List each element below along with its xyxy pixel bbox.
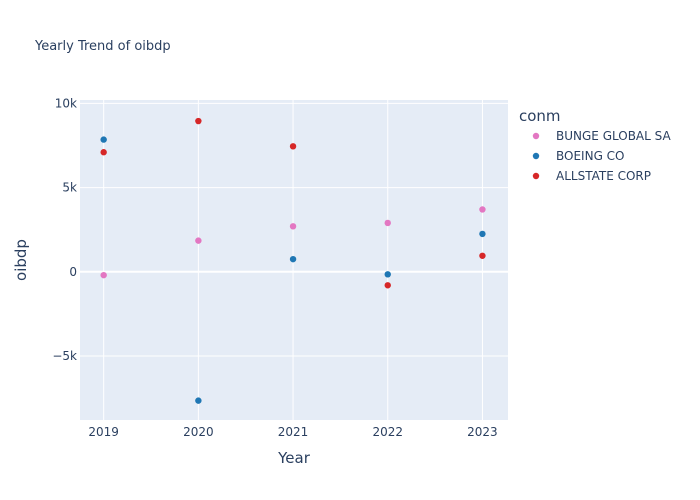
chart-title: Yearly Trend of oibdp xyxy=(34,39,171,54)
y-axis-ticks: 10k 5k 0 −5k xyxy=(52,96,77,363)
legend-marker xyxy=(532,152,540,160)
legend-marker xyxy=(532,132,540,140)
data-point xyxy=(195,237,202,244)
data-point xyxy=(195,117,202,125)
data-point xyxy=(195,397,202,404)
data-point xyxy=(479,252,486,259)
data-point xyxy=(384,282,391,289)
y-tick-label: 0 xyxy=(69,265,77,279)
data-point xyxy=(289,143,297,150)
x-tick-label: 2023 xyxy=(467,425,498,439)
x-axis-title: Year xyxy=(277,449,311,467)
y-tick-label: 5k xyxy=(62,181,77,195)
legend-label: BUNGE GLOBAL SA xyxy=(556,129,671,143)
legend-label: ALLSTATE CORP xyxy=(556,169,651,183)
data-point xyxy=(100,149,107,156)
x-axis-ticks: 2019 2020 2021 2022 2023 xyxy=(88,425,497,439)
y-tick-label: 10k xyxy=(55,96,77,110)
data-points xyxy=(100,117,486,404)
legend: conm BUNGE GLOBAL SA BOEING CO ALLSTATE CO… xyxy=(519,107,671,183)
data-point xyxy=(479,230,486,238)
data-point xyxy=(384,271,391,278)
legend-title: conm xyxy=(519,107,561,125)
legend-marker xyxy=(532,172,540,180)
data-point xyxy=(384,219,391,227)
x-tick-label: 2022 xyxy=(372,425,403,439)
legend-label: BOEING CO xyxy=(556,149,625,163)
data-point xyxy=(289,255,297,263)
x-tick-label: 2020 xyxy=(183,425,214,439)
data-point xyxy=(100,136,107,143)
data-point xyxy=(100,271,107,279)
y-axis-title: oibdp xyxy=(12,239,30,281)
x-tick-label: 2021 xyxy=(278,425,309,439)
data-point xyxy=(289,223,297,230)
x-tick-label: 2019 xyxy=(88,425,119,439)
y-tick-label: −5k xyxy=(52,349,77,363)
data-point xyxy=(479,206,486,213)
